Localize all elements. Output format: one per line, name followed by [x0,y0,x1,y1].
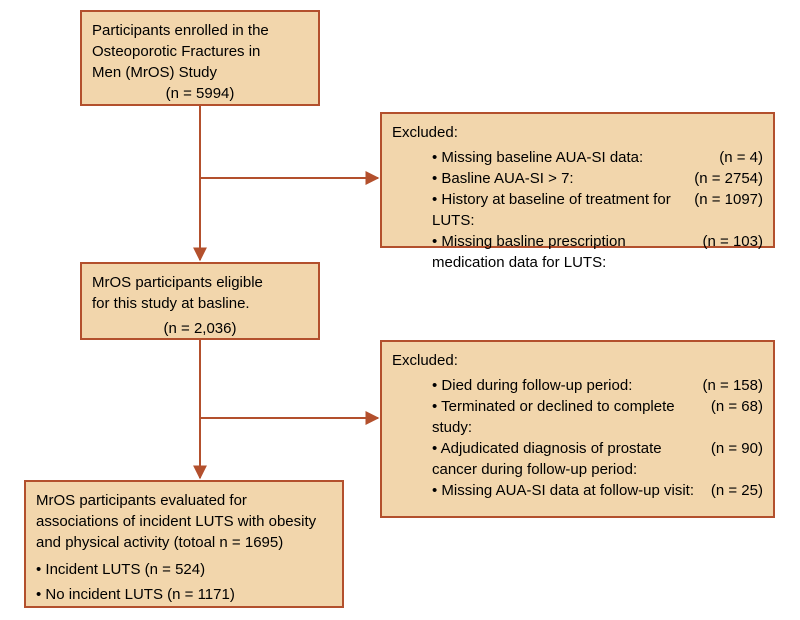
evaluated-line2: associations of incident LUTS with obesi… [36,511,332,532]
eligible-line2: for this study at basline. [92,293,308,314]
excluded1-item-2: • History at baseline of treatment for L… [432,189,763,231]
excluded2-item-1: • Terminated or declined to complete stu… [432,396,763,438]
enrolled-line3: Men (MrOS) Study [92,62,308,83]
excluded2-item-2: • Adjudicated diagnosis of prostate canc… [432,438,763,480]
enrolled-line1: Participants enrolled in the [92,20,308,41]
evaluated-line1: MrOS participants evaluated for [36,490,332,511]
enrolled-count: (n = 5994) [92,83,308,104]
evaluated-line3: and physical activity (totoal n = 1695) [36,532,332,553]
evaluated-sub-1: No incident LUTS (n = 1171) [45,586,234,603]
evaluated-sub-0: Incident LUTS (n = 524) [45,561,205,578]
enrolled-line2: Osteoporotic Fractures in [92,41,308,62]
excluded2-item-3: • Missing AUA-SI data at follow-up visit… [432,480,763,501]
node-excluded-2: Excluded: • Died during follow-up period… [380,340,775,518]
eligible-line1: MrOS participants eligible [92,272,308,293]
node-eligible: MrOS participants eligible for this stud… [80,262,320,340]
excluded2-heading: Excluded: [392,350,763,371]
node-enrolled: Participants enrolled in the Osteoporoti… [80,10,320,106]
excluded2-item-0: • Died during follow-up period: (n = 158… [432,375,763,396]
eligible-count: (n = 2,036) [92,318,308,339]
excluded1-item-0: • Missing baseline AUA-SI data: (n = 4) [432,147,763,168]
excluded1-item-3: • Missing basline prescription medicatio… [432,231,763,273]
excluded1-item-1: • Basline AUA-SI > 7: (n = 2754) [432,168,763,189]
node-evaluated: MrOS participants evaluated for associat… [24,480,344,608]
excluded1-heading: Excluded: [392,122,763,143]
node-excluded-1: Excluded: • Missing baseline AUA-SI data… [380,112,775,248]
